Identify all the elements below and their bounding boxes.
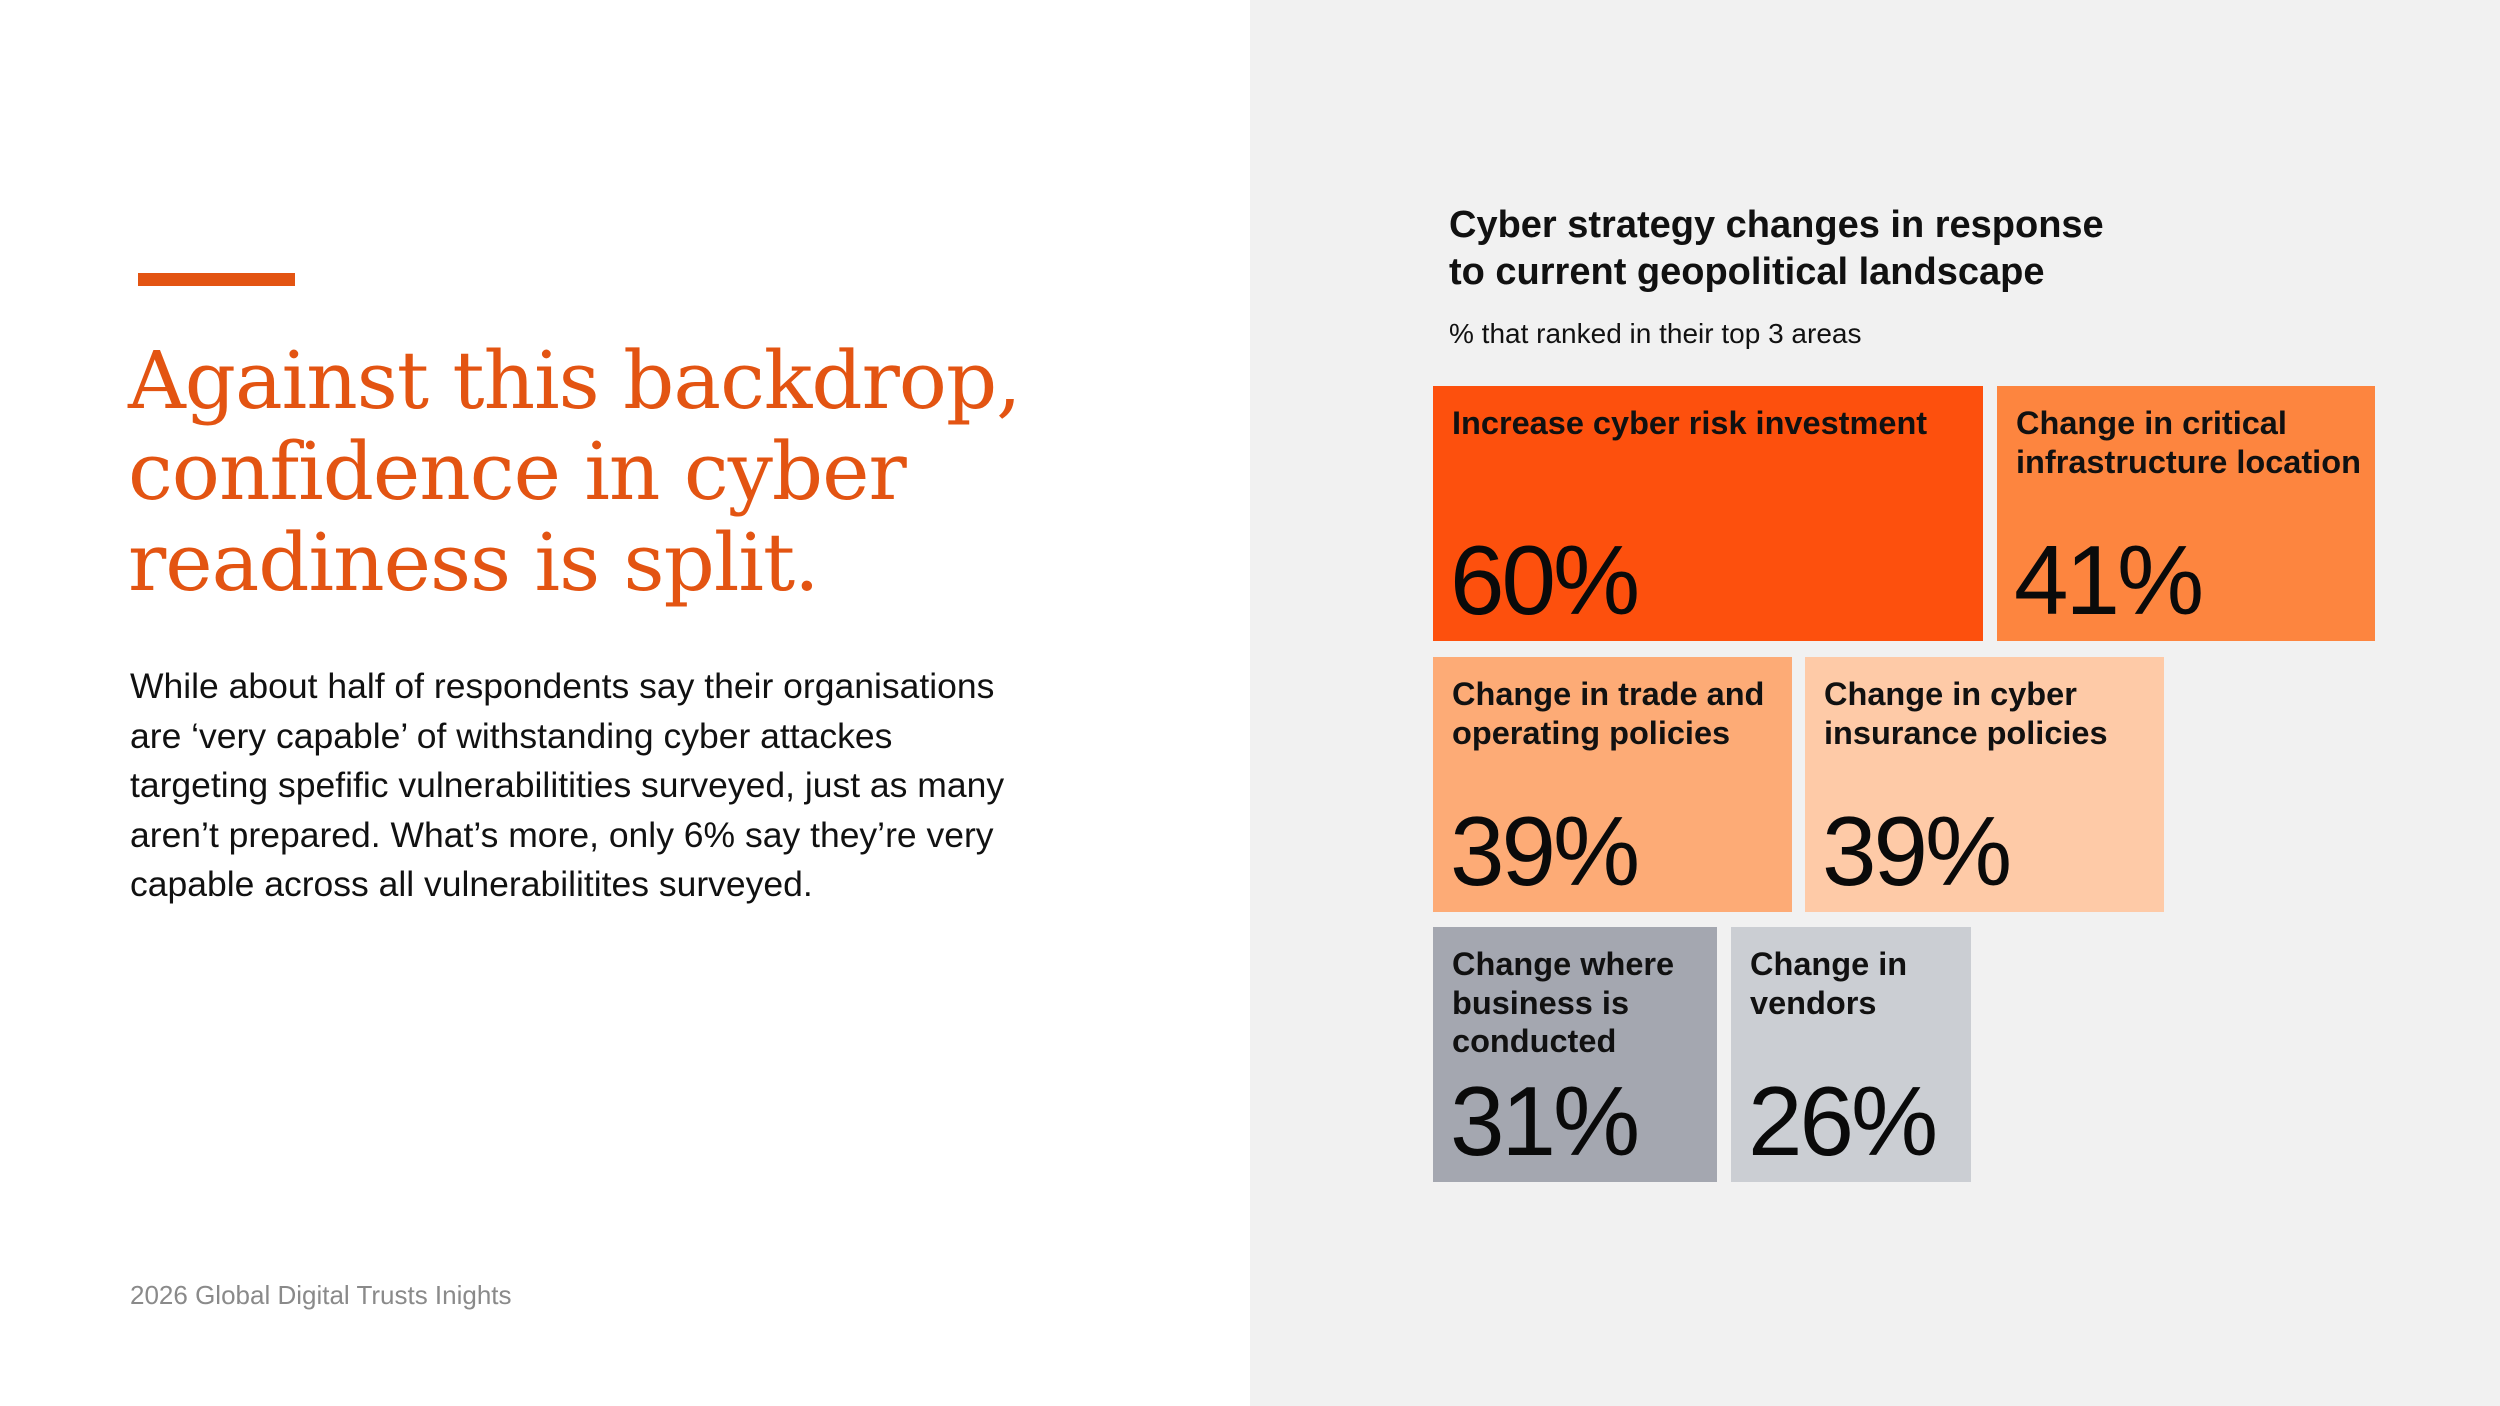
chart-title-line: Cyber strategy changes in response [1449, 204, 2104, 246]
treemap-tile-label-line: Change in [1750, 946, 1908, 982]
body-line: aren’t prepared. What’s more, only 6% sa… [130, 814, 994, 855]
treemap-tile-label-line: Change in cyber [1824, 676, 2077, 712]
treemap-tile-value: 60% [1450, 525, 1640, 635]
treemap-tile-label-line: Increase cyber risk investment [1452, 405, 1928, 441]
treemap-tile-label: Change in trade and operating policies [1452, 675, 1782, 752]
treemap-tile: Change in trade and operating policies 39% [1433, 657, 1792, 912]
treemap-tile-label: Change in critical infrastructure locatio… [2016, 404, 2365, 481]
treemap-tile-label: Change where business is conducted [1452, 945, 1707, 1061]
headline-line: readiness is split. [128, 516, 820, 609]
body-paragraph: While about half of respondents say thei… [130, 662, 1110, 910]
treemap-tile-label-line: Change in trade and [1452, 676, 1765, 712]
treemap-tile-label-line: infrastructure location [2016, 443, 2361, 480]
accent-bar [138, 273, 295, 286]
treemap-tile-value: 26% [1748, 1066, 1938, 1176]
treemap-tile: Change in critical infrastructure locatio… [1997, 386, 2375, 641]
treemap-tile-value: 41% [2014, 525, 2204, 635]
treemap-tile: Change where business is conducted 31% [1433, 927, 1717, 1182]
treemap-tile-label: Change in cyber insurance policies [1824, 675, 2154, 752]
body-line: While about half of respondents say thei… [130, 666, 995, 706]
treemap-tile-value: 39% [1822, 796, 2012, 906]
treemap-tile-label-line: operating policies [1452, 714, 1731, 751]
treemap-tile-label-line: vendors [1750, 984, 1877, 1021]
treemap-tile-value: 39% [1450, 796, 1640, 906]
treemap-tile-label-line: insurance policies [1824, 714, 2108, 751]
body-line: capable across all vulnerabilitites surv… [130, 864, 813, 904]
treemap-tile-label-line: conducted [1452, 1023, 1617, 1059]
treemap-tile-value: 31% [1450, 1066, 1640, 1176]
headline-line: confidence in cyber [128, 425, 907, 518]
treemap-tile: Change in cyber insurance policies 39% [1805, 657, 2164, 912]
chart-subtitle: % that ranked in their top 3 areas [1449, 318, 1862, 349]
treemap-tile-label-line: business is [1452, 984, 1630, 1021]
treemap-tile: Change in vendors 26% [1731, 927, 1971, 1182]
treemap-tile: Increase cyber risk investment 60% [1433, 386, 1983, 641]
body-line: are ‘very capable’ of withstanding cyber… [130, 715, 893, 756]
body-line: targeting spefific vulnerabilitities sur… [130, 765, 1005, 805]
treemap-tile-label-line: Change where [1452, 946, 1675, 982]
chart-title-line: to current geopolitical landscape [1449, 251, 2045, 293]
headline-line: Against this backdrop, [128, 334, 1022, 427]
headline: Against this backdrop, confidence in cyb… [128, 335, 1128, 608]
treemap-tile-label: Change in vendors [1750, 945, 1961, 1022]
footer-source: 2026 Global Digital Trusts Inights [130, 1280, 512, 1310]
treemap-tile-label-line: Change in critical [2016, 405, 2287, 441]
treemap-tile-label: Increase cyber risk investment [1452, 404, 1973, 443]
chart-title: Cyber strategy changes in response to cu… [1449, 202, 2104, 296]
